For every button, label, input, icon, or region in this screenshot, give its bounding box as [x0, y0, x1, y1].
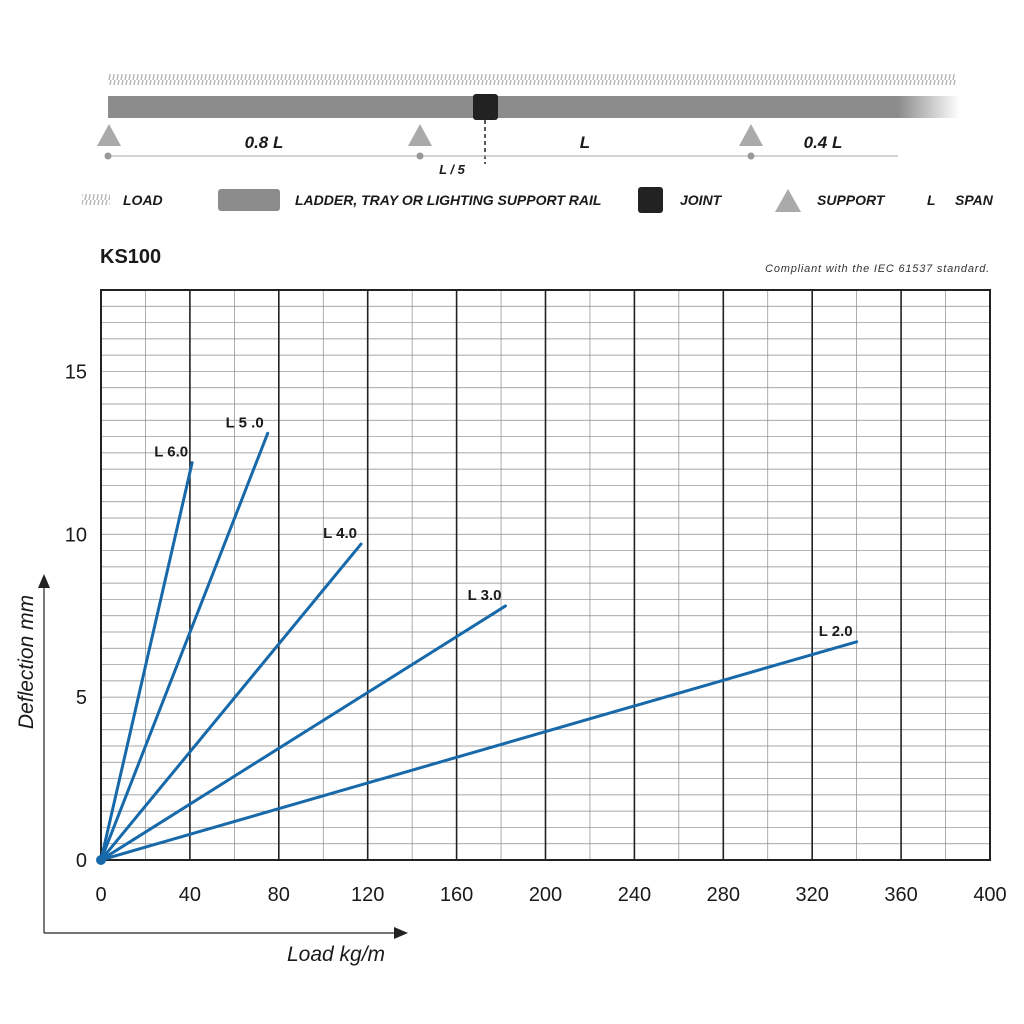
x-tick-label: 0 [95, 884, 106, 906]
y-axis-title: Deflection mm [15, 595, 38, 729]
y-tick-labels: 0 5 10 15 [65, 361, 87, 872]
dimension-middle: L [580, 133, 590, 152]
support-triangle-3 [739, 124, 763, 146]
series-label: L 4.0 [323, 525, 357, 542]
chart-series: L 6.0 L 5 .0 L 4.0 L 3.0 L 2.0 [96, 414, 859, 865]
y-axis-arrowhead [38, 574, 50, 588]
legend-support-swatch [775, 189, 801, 212]
joint-marker [473, 94, 498, 120]
x-axis-arrowhead [394, 927, 408, 939]
legend-rail-swatch [218, 189, 280, 211]
legend-support-label: SUPPORT [817, 192, 886, 208]
beam-diagram: 0.8 L L 0.4 L L / 5 [97, 74, 960, 177]
support-point-3 [747, 152, 755, 160]
legend-joint-swatch [638, 187, 663, 213]
origin-point [96, 855, 106, 865]
series-label: L 5 .0 [226, 414, 264, 431]
x-tick-label: 80 [268, 884, 290, 906]
x-tick-label: 120 [351, 884, 384, 906]
legend-rail-label: LADDER, TRAY OR LIGHTING SUPPORT RAIL [295, 192, 601, 208]
legend-load-label: LOAD [123, 192, 163, 208]
support-triangle-1 [97, 124, 121, 146]
legend-load-swatch [82, 194, 110, 205]
x-tick-label: 160 [440, 884, 473, 906]
x-tick-label: 240 [618, 884, 651, 906]
plot-frame [100, 289, 991, 861]
support-rail [108, 96, 900, 118]
x-tick-label: 320 [796, 884, 829, 906]
series-line [99, 604, 507, 862]
standard-note: Compliant with the IEC 61537 standard. [765, 263, 990, 275]
support-rail-fade [898, 96, 960, 118]
x-tick-label: 200 [529, 884, 562, 906]
legend-span-symbol: L [927, 192, 936, 208]
y-tick-label: 10 [65, 524, 87, 546]
y-tick-label: 15 [65, 361, 87, 383]
dimension-left: 0.8 L [245, 133, 284, 152]
series-label: L 2.0 [819, 623, 853, 640]
load-hatch [108, 74, 956, 85]
legend-span-label: SPAN [955, 192, 994, 208]
x-tick-label: 400 [973, 884, 1006, 906]
chart: L 6.0 L 5 .0 L 4.0 L 3.0 L 2.0 0 40 80 120 160 20… [65, 289, 1007, 906]
x-tick-label: 40 [179, 884, 201, 906]
support-triangle-2 [408, 124, 432, 146]
y-tick-label: 5 [76, 687, 87, 709]
joint-offset-label: L / 5 [439, 162, 466, 177]
series-label: L 3.0 [468, 587, 502, 604]
model-title: KS100 [100, 246, 161, 268]
series-label: L 6.0 [154, 444, 188, 461]
series-line [99, 640, 859, 862]
series-line [99, 431, 270, 862]
legend: LOAD LADDER, TRAY OR LIGHTING SUPPORT RA… [82, 187, 994, 213]
x-tick-labels: 0 40 80 120 160 200 240 280 320 360 400 [95, 884, 1006, 906]
x-axis-title: Load kg/m [287, 943, 385, 966]
series-line [99, 461, 194, 862]
legend-joint-label: JOINT [680, 192, 723, 208]
series-line [99, 542, 363, 862]
support-point-1 [104, 152, 112, 160]
x-tick-label: 280 [707, 884, 740, 906]
y-tick-label: 0 [76, 850, 87, 872]
chart-grid [100, 289, 991, 861]
dimension-right: 0.4 L [804, 133, 843, 152]
support-point-2 [416, 152, 424, 160]
axis-arrows [38, 574, 408, 939]
x-tick-label: 360 [884, 884, 917, 906]
